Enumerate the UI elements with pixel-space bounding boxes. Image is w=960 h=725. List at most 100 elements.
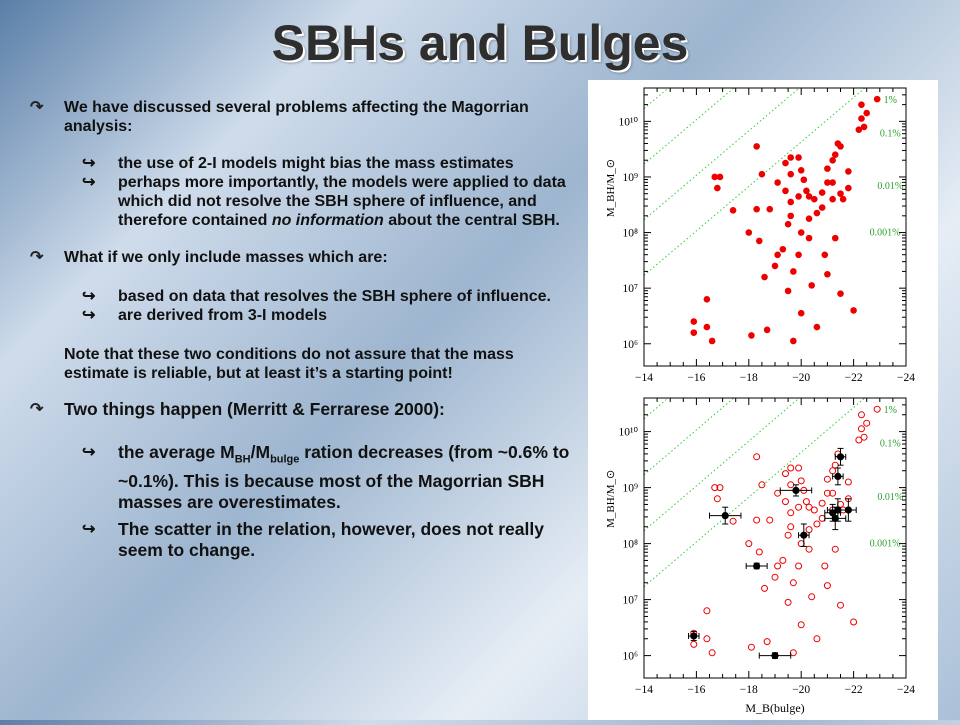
data-point [805,193,813,200]
data-point [823,489,831,497]
data-point [805,215,813,222]
data-point [850,307,857,314]
ratio-text-a: the average M [118,442,235,462]
guide-label: 0.1% [880,128,901,139]
subbullet-arrow-icon: ↪ [82,155,96,172]
note-text: Note that these two conditions do not as… [64,346,514,382]
subbullet-arrow-icon: ↪ [82,444,96,461]
ratio-sub-bh: BH [234,453,251,466]
plot-frame [643,397,907,679]
data-point [821,562,829,570]
data-point [784,531,792,539]
data-point [829,489,837,497]
data-point [761,273,768,281]
bullet-arrow-icon: ↷ [30,99,44,116]
data-point [797,229,805,236]
data-point [824,270,831,278]
data-point [834,506,842,514]
data-point [831,461,839,469]
y-axis-label: M_BH/M_⊙ [605,470,617,528]
data-point [855,436,863,444]
bullet-magorrian: ↷ We have discussed several problems aff… [30,98,580,136]
data-point [787,154,795,161]
data-point [779,556,787,564]
data-point [790,268,797,275]
scatter-chart-top: 1% 0.1% 0.01% 0.001% −14 −16 −18 −20 −22 −24 10⁶ 10… [605,87,915,384]
data-point [721,512,729,520]
data-point [787,523,795,531]
x-tick-label: −20 [792,684,810,696]
data-point [824,179,831,186]
data-point [690,318,698,325]
data-point [805,503,813,511]
data-point [781,498,789,506]
data-point [708,337,716,345]
data-point [753,143,760,150]
guide-line [644,88,801,221]
data-point [761,584,769,592]
bullet-text: Two things happen (Merritt & Ferrarese 2… [64,399,445,419]
subbullet-emphasis: no information [271,212,384,229]
guide-label: 0.01% [877,492,903,503]
data-point [863,109,870,117]
y-tick-label: 10⁸ [622,539,638,551]
data-point [792,486,800,494]
bullet-arrow-icon: ↷ [30,249,44,266]
data-point [711,173,719,181]
data-point [703,607,711,615]
subbullet-ratio: ↪ the average MBH/Mbulge ration decrease… [30,442,580,513]
data-point [753,453,761,461]
y-tick-label: 10⁶ [622,339,638,351]
subbullet-scatter: ↪ The scatter in the relation, however, … [30,519,580,561]
data-point [790,337,797,345]
data-point [774,251,781,259]
data-point [729,517,737,525]
data-point [784,287,792,295]
data-point [716,484,724,492]
data-point [771,262,779,270]
ratio-text-b: /M [250,442,271,462]
data-point [818,189,826,196]
data-point [845,168,852,175]
data-point [858,101,865,108]
data-point [863,419,871,427]
guide-line [644,88,735,165]
subbullet-text: the use of 2-I models might bias the mas… [118,155,514,172]
data-point [823,582,831,590]
data-point [829,179,836,186]
data-point [808,593,816,601]
ratio-sub-bulge: bulge [270,453,300,466]
error-point [688,631,700,641]
y-axis-label: M_BH/M_⊙ [605,159,617,217]
guide-line [644,398,866,588]
guide-line [644,88,670,109]
x-tick-label: −24 [897,372,915,384]
data-point [755,237,763,245]
data-point [813,635,821,643]
data-point [860,123,868,131]
data-point [818,499,826,507]
x-tick-label: −24 [897,684,915,696]
data-point [844,478,852,486]
y-tick-label: 10⁸ [622,228,638,240]
guide-label: 1% [884,405,897,416]
data-point [753,205,760,213]
data-point [808,282,815,289]
data-point [813,209,821,217]
data-point [805,545,813,553]
error-point [758,652,792,660]
guide-label: 1% [884,95,897,106]
subbullet-resolution: ↪ perhaps more importantly, the models w… [30,173,580,230]
data-point [781,470,789,478]
data-point [845,184,852,192]
data-point [711,484,719,492]
data-point [789,579,797,587]
guide-lines [644,398,866,588]
y-tick-label: 10⁶ [622,651,638,663]
data-point [857,411,865,419]
slide-title: SBHs and Bulges [271,15,689,71]
data-point [690,640,698,648]
data-point [823,475,831,483]
guide-line [644,398,801,532]
subbullet-arrow-icon: ↪ [82,307,96,324]
